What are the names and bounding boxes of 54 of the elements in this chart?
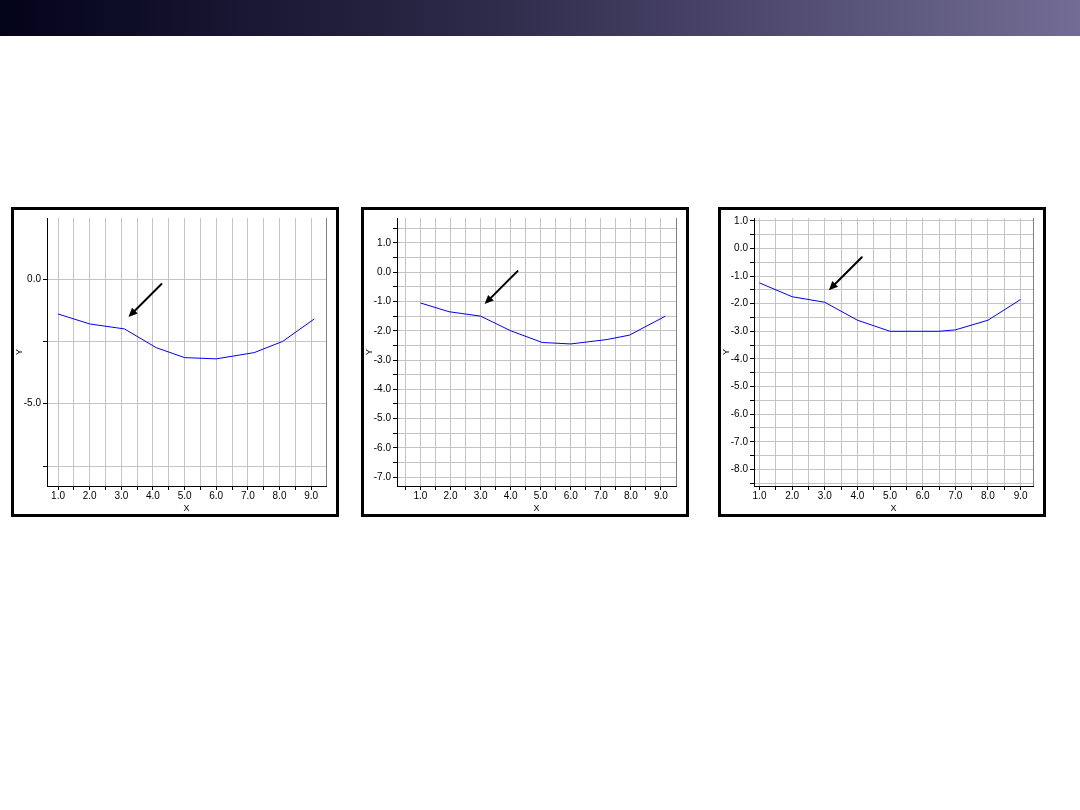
- y-tick-label: -1.0: [373, 295, 392, 307]
- y-tick-label: -2.0: [730, 297, 749, 309]
- x-tick-label: 9.0: [654, 489, 669, 501]
- x-tick-label: 3.0: [114, 489, 129, 501]
- y-axis-title: Y: [13, 348, 24, 356]
- x-tick-label: 3.0: [817, 489, 833, 501]
- x-tick-label: 8.0: [623, 489, 639, 501]
- x-tick-label: 4.0: [503, 489, 519, 501]
- y-tick-label: -2.0: [373, 324, 392, 336]
- y-tick-label: -3.0: [373, 353, 392, 365]
- x-tick-label: 2.0: [785, 489, 800, 501]
- x-axis-title: X: [533, 503, 540, 514]
- x-tick-label: 4.0: [850, 489, 865, 501]
- x-tick-label: 1.0: [51, 489, 66, 501]
- x-tick-label: 1.0: [752, 489, 767, 501]
- x-tick-label: 4.0: [146, 489, 161, 501]
- y-tick-label: -5.0: [23, 397, 42, 409]
- y-tick-label: -4.0: [373, 383, 392, 395]
- y-tick-label: -1.0: [730, 269, 749, 281]
- x-tick-label: 5.0: [883, 489, 898, 501]
- y-tick-label: 1.0: [734, 214, 749, 226]
- y-tick-label: -8.0: [730, 463, 749, 475]
- y-tick-label: 0.0: [27, 272, 42, 284]
- x-tick-label: 1.0: [413, 489, 428, 501]
- x-tick-label: 9.0: [304, 489, 319, 501]
- y-tick-label: -3.0: [730, 325, 749, 337]
- x-tick-label: 7.0: [948, 489, 963, 501]
- y-tick-label: -7.0: [730, 435, 749, 447]
- x-tick-label: 7.0: [240, 489, 256, 501]
- x-tick-label: 2.0: [82, 489, 98, 501]
- x-axis-title: X: [890, 503, 897, 514]
- x-tick-label: 3.0: [473, 489, 488, 501]
- x-tick-label: 5.0: [533, 489, 549, 501]
- y-tick-label: -5.0: [373, 412, 392, 424]
- x-tick-label: 9.0: [1013, 489, 1028, 501]
- y-axis-title: Y: [720, 348, 731, 356]
- x-tick-label: 8.0: [272, 489, 287, 501]
- x-tick-label: 5.0: [177, 489, 192, 501]
- x-tick-label: 6.0: [915, 489, 931, 501]
- x-tick-label: 6.0: [209, 489, 224, 501]
- y-tick-label: 0.0: [377, 265, 392, 277]
- x-tick-label: 2.0: [443, 489, 458, 501]
- y-tick-label: -5.0: [730, 380, 749, 392]
- y-tick-label: -7.0: [373, 470, 392, 482]
- x-axis-title: X: [183, 503, 190, 514]
- y-tick-label: -4.0: [730, 352, 749, 364]
- x-tick-label: 6.0: [563, 489, 579, 501]
- y-tick-label: -6.0: [373, 441, 392, 453]
- x-tick-label: 8.0: [981, 489, 996, 501]
- y-tick-label: 0.0: [734, 242, 749, 254]
- y-tick-label: 1.0: [377, 236, 392, 248]
- x-tick-label: 7.0: [593, 489, 609, 501]
- y-tick-label: -6.0: [730, 407, 749, 419]
- y-axis-title: Y: [363, 348, 374, 356]
